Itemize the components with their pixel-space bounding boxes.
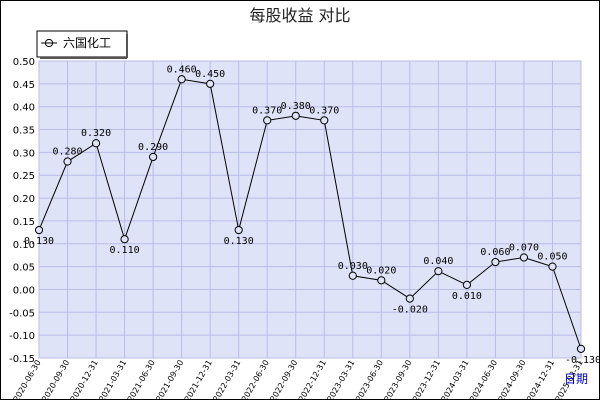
x-tick-label: 2021-09-30 [154,359,185,400]
legend[interactable]: 六国化工 [36,30,128,59]
x-tick-label: 2020-09-30 [40,359,71,400]
chart-title: 每股收益 对比 [249,6,350,25]
data-label: 0.370 [309,105,339,116]
x-tick-label: 2023-12-31 [411,359,442,400]
data-label: 0.460 [167,64,197,75]
data-label: 0.050 [537,252,567,263]
y-tick-label: -0.05 [9,308,35,319]
grid-lines [38,60,582,359]
data-label: 0.450 [195,69,225,80]
data-point-marker [519,253,529,262]
y-tick-label: 0.00 [13,285,35,296]
y-tick-label: 0.35 [13,126,35,137]
series-layer [34,75,586,353]
data-label: -0.130 [565,355,600,366]
y-tick-label: 0.10 [13,240,35,251]
plot-area [38,60,582,359]
data-label: 0.380 [281,101,311,112]
data-label: -0.020 [392,305,428,316]
x-tick-label: 2021-12-31 [183,359,214,400]
data-point-marker [576,344,586,353]
y-tick-label: 0.45 [13,80,35,91]
y-tick-label: 0.40 [13,103,35,114]
data-point-marker [462,280,471,289]
x-tick-label: 2022-03-31 [211,359,242,400]
x-tick-label: 2020-12-31 [69,359,100,400]
x-tick-label: 2023-09-30 [383,359,414,400]
y-tick-label: -0.15 [9,354,35,365]
data-point-marker [91,139,101,148]
x-tick-label: 2024-09-30 [497,359,528,400]
series-line [38,78,582,350]
data-point-marker [177,75,186,84]
x-tick-label: 2022-06-30 [240,359,271,400]
x-tick-label: 2023-06-30 [354,359,385,400]
data-label: 0.320 [81,128,111,139]
x-tick-label: 2022-09-30 [268,359,299,400]
data-label: 0.030 [338,261,368,272]
y-tick-label: 0.20 [13,194,35,205]
data-point-marker [206,79,215,88]
data-label: 0.020 [366,265,396,276]
data-point-marker [291,111,300,120]
y-tick-label: 0.05 [13,263,35,274]
legend-marker [44,38,54,48]
data-point-marker [348,271,357,280]
data-label: 0.280 [52,147,82,158]
y-tick-label: 0.50 [13,57,35,68]
data-label: 0.130 [224,236,254,247]
data-point-marker [263,116,272,125]
x-tick-label: 2024-06-30 [468,358,499,400]
data-point-marker [434,267,443,276]
x-axis-ticks: 2020-06-302020-09-302020-12-312021-03-31… [12,358,585,400]
data-label: 0.130 [24,236,54,247]
data-point-marker [234,225,243,235]
x-tick-label: 2022-12-31 [297,359,328,400]
data-point-marker [149,152,158,162]
data-point-marker [548,262,557,271]
x-tick-label: 2024-12-31 [525,359,556,400]
legend-series-label: 六国化工 [63,36,111,50]
data-point-marker [63,157,72,166]
data-label: 0.060 [480,247,510,258]
y-axis-ticks: 0.50 0.45 0.40 0.35 0.30 0.25 0.20 0.15 0.10 0.05… [9,57,35,365]
data-point-marker [320,116,329,125]
data-label: 0.010 [452,291,482,302]
data-point-marker [377,276,386,285]
x-tick-label: 2024-03-31 [440,359,471,400]
y-tick-label: 0.25 [13,171,35,182]
data-label: 0.370 [252,105,282,116]
x-axis-corner-label: 日期 [564,372,588,386]
data-point-marker [491,257,500,267]
data-label: 0.290 [138,142,168,153]
data-label: 0.110 [110,245,140,256]
x-tick-label: 2021-03-31 [97,359,128,400]
y-tick-label: -0.10 [9,331,35,342]
y-tick-label: 0.15 [13,217,35,228]
data-point-marker [34,225,44,235]
data-point-marker [405,294,414,303]
legend-box [36,30,128,58]
y-tick-label: 0.30 [13,148,35,159]
x-tick-label: 2023-03-31 [325,359,356,400]
x-tick-label: 2021-06-30 [126,359,157,400]
data-label: 0.070 [509,242,539,253]
data-label: 0.040 [423,256,453,267]
data-point-marker [120,235,129,244]
